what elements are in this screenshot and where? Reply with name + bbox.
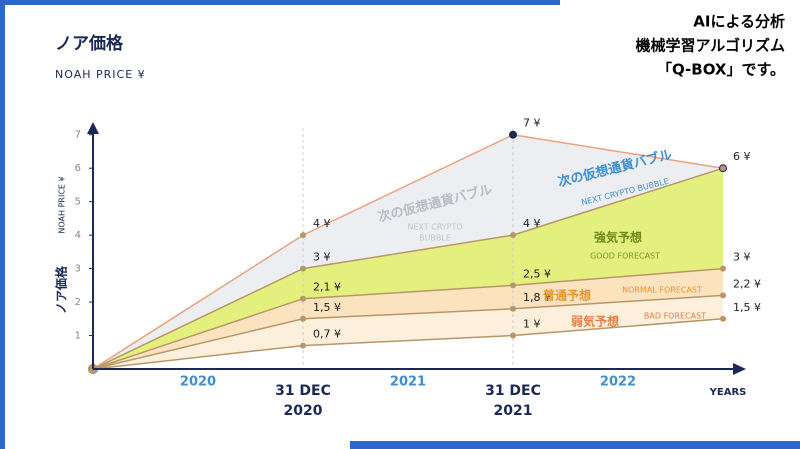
area-fill [93,318,723,369]
series-line [92,133,724,370]
area-fill [93,168,723,369]
x-axis-label: YEARS [709,387,747,398]
note: AIによる分析 [693,13,785,31]
value-label: 2,1 ¥ [313,281,341,294]
y-tick-label: 3 [75,264,81,275]
point [510,282,516,289]
annotation: NEXT CRYPTO [407,223,462,232]
point [510,305,516,312]
period-label: 2022 [600,375,636,390]
x-axis-arrow [733,363,746,375]
point [510,332,516,339]
y-tick-label: 2 [75,297,81,308]
value-label: 4 ¥ [523,217,541,230]
x-tick-label: 31 DEC 2020 [275,383,331,419]
y-axis-arrow [87,122,99,134]
annotation: 普通予想 [543,288,591,303]
subtitle: NOAH PRICE ¥ [55,68,146,81]
point [300,295,306,302]
y-tick-label: 1 [75,331,81,342]
annotation: 弱気予想 [571,314,619,329]
value-label: 7 ¥ [523,117,541,130]
annotation: NORMAL FORECAST [622,286,702,295]
point [509,130,517,139]
point [720,165,726,172]
y-tick-label: 5 [75,197,81,208]
point [720,265,726,272]
series-line [92,318,724,370]
period-label: 2021 [390,375,426,390]
x-tick-label: 31 DEC 2021 [485,383,541,419]
value-label: 3 ¥ [733,251,751,264]
y-tick-label: 6 [75,163,81,174]
value-label: 4 ¥ [313,217,331,230]
point [510,232,516,239]
note: 「Q-BOX」です。 [657,61,785,79]
series-line [92,267,724,370]
value-label: 3 ¥ [313,251,331,264]
frame-left [0,0,5,449]
series-line [92,167,724,370]
note: 機械学習アルゴリズム [635,37,785,55]
period-label: 2020 [180,375,216,390]
annotation: 強気予想 [594,230,642,245]
series-line [92,294,724,370]
point [300,265,306,272]
frame-top [0,0,560,5]
point [720,315,726,322]
value-label: 1,5 ¥ [733,301,761,314]
area-fill [93,268,723,369]
annotation: GOOD FORECAST [590,252,660,261]
value-label: 6 ¥ [733,150,751,163]
value-label: 1,5 ¥ [313,301,341,314]
area-fill [93,295,723,369]
value-label: 1 ¥ [523,318,541,331]
value-label: 2,2 ¥ [733,277,761,290]
y-tick-label: 7 [75,130,81,141]
point [300,315,306,322]
point [300,232,306,239]
chart-title: ノア価格 [55,33,124,54]
annotation: BAD FORECAST [644,312,706,321]
y-axis-label: NOAH PRICE ¥ [58,176,67,233]
value-label: 1,8 ¥ [523,291,551,304]
annotation: BUBBLE [419,234,451,243]
value-label: 2,5 ¥ [523,267,551,280]
y-tick-label: 4 [75,230,81,241]
point [300,342,306,349]
value-label: 0,7 ¥ [313,328,341,341]
point [720,292,726,299]
y-axis-label-jp: ノア価格 [54,265,69,314]
frame-bottom [350,441,800,449]
